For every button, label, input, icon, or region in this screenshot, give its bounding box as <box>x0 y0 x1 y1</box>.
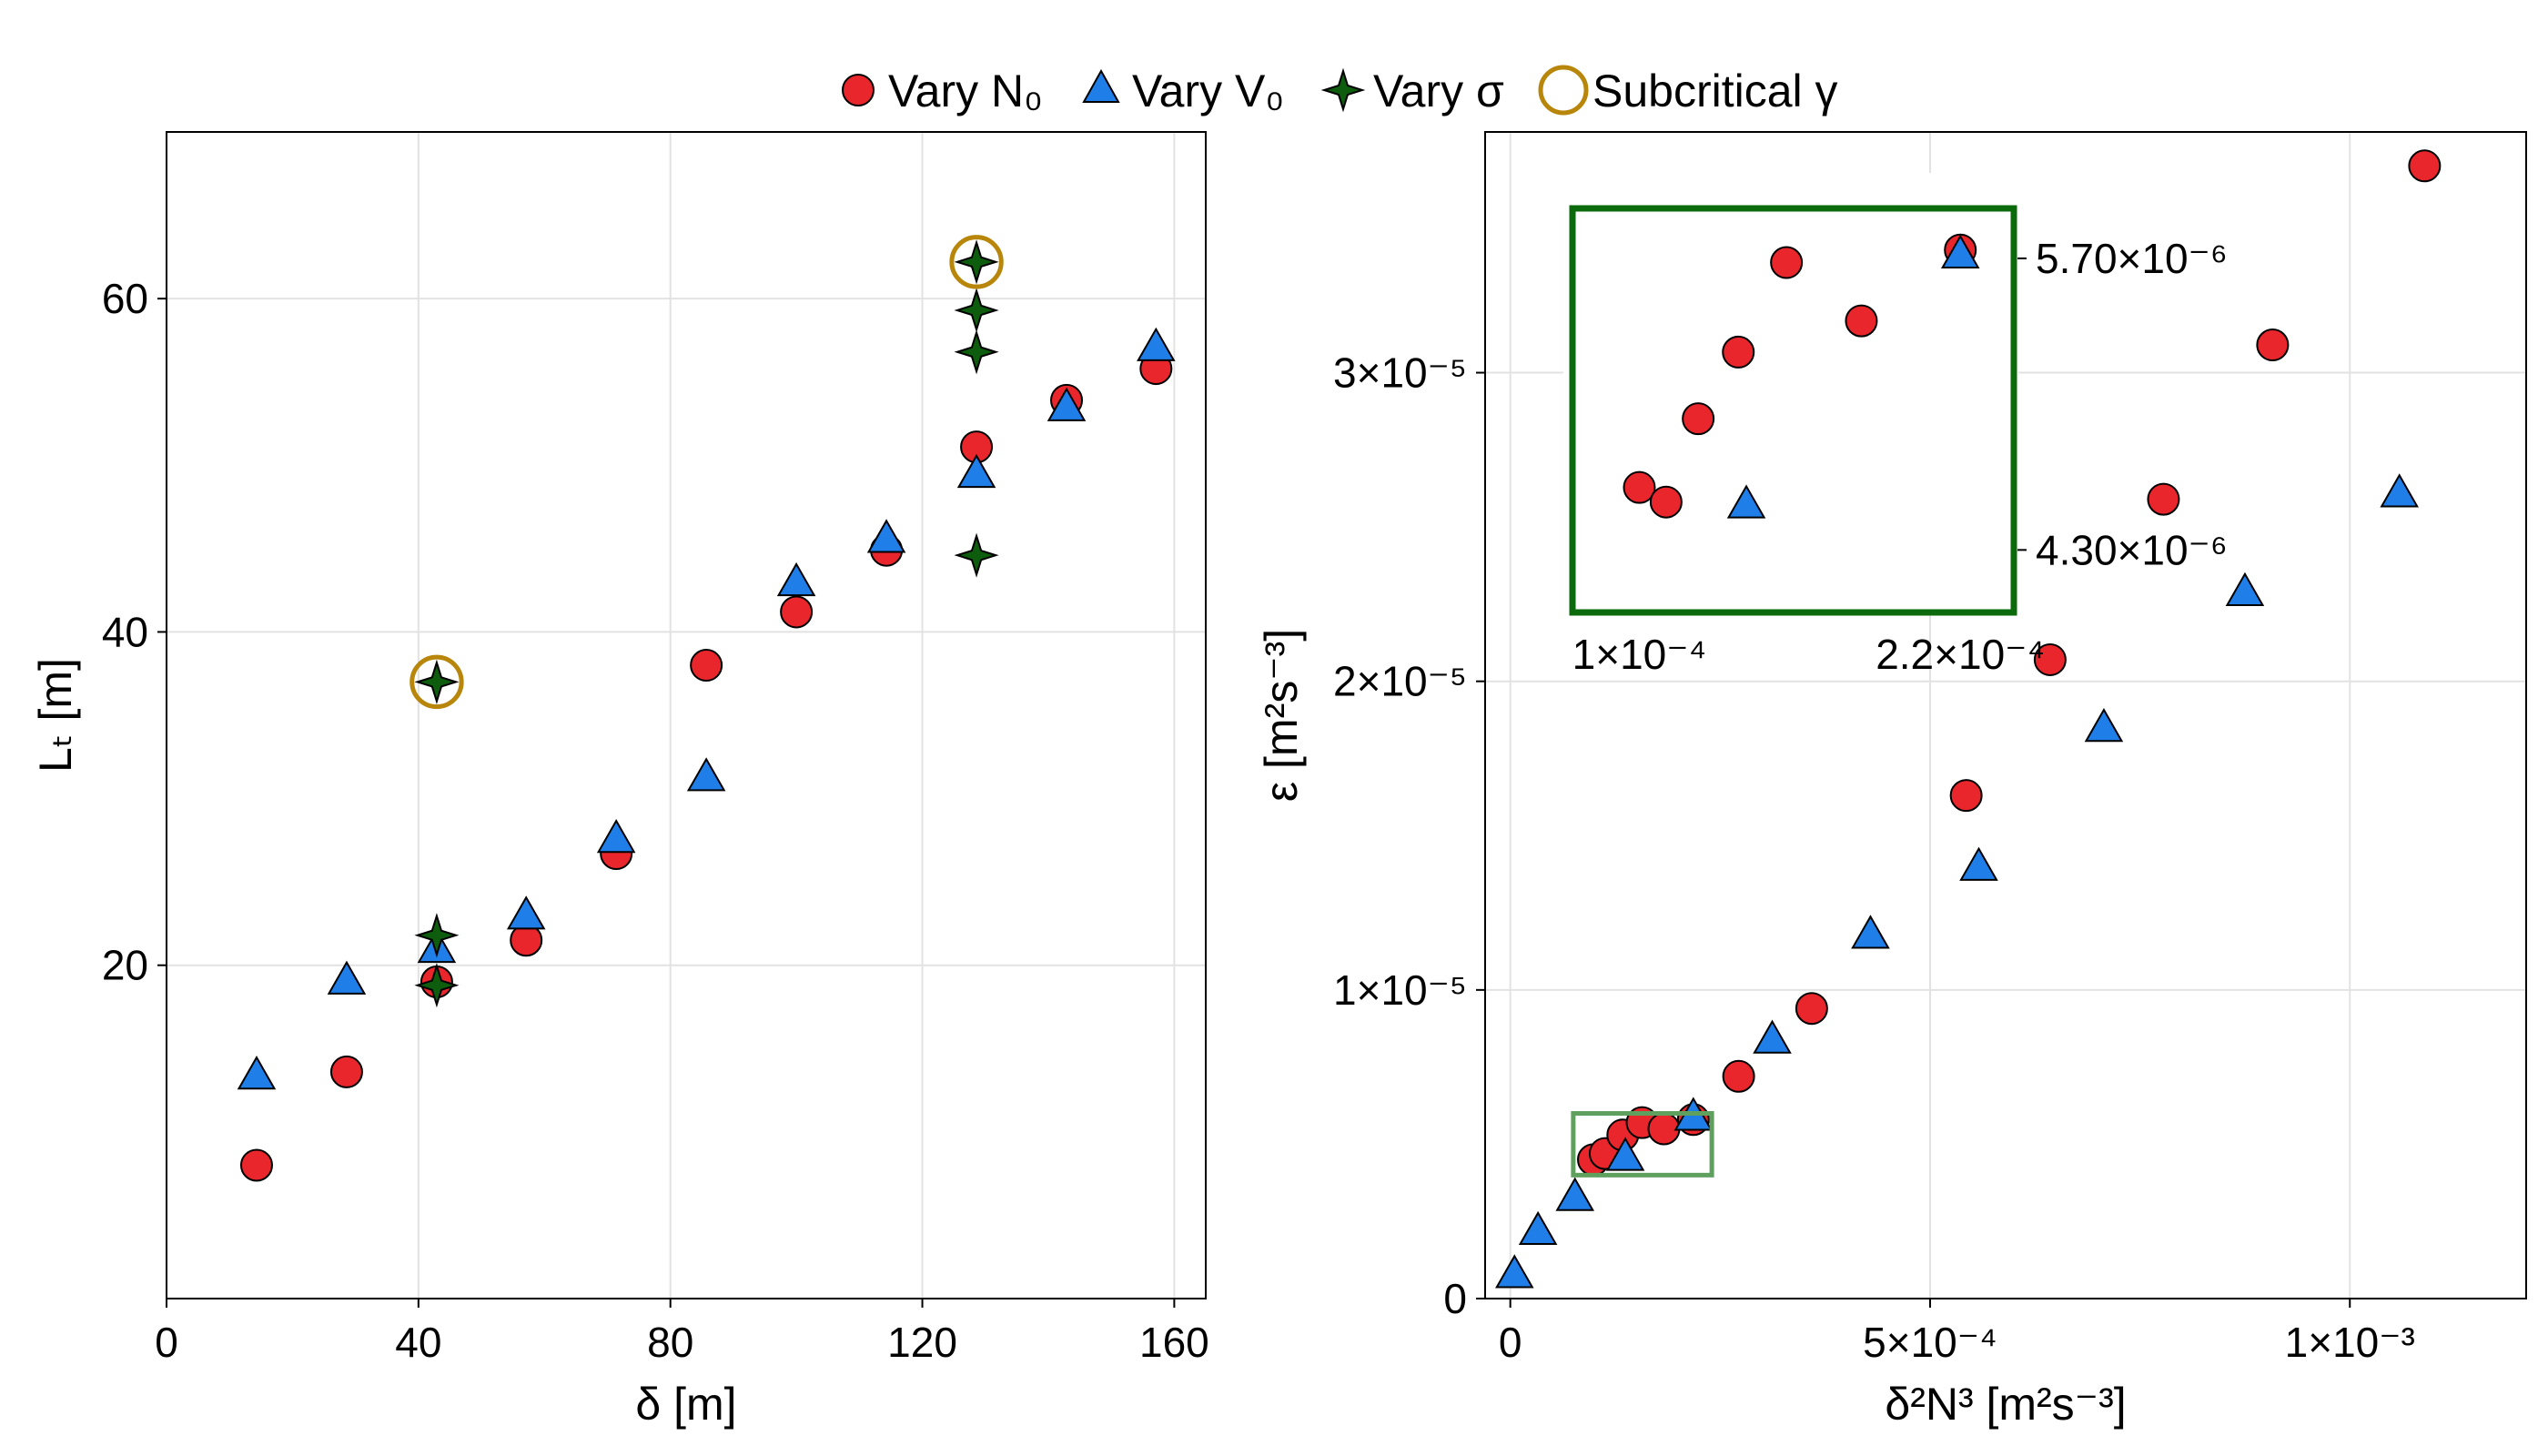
point-circle-vary-n- <box>780 595 814 629</box>
point-star4-vary- <box>414 913 460 958</box>
point-triangle-vary-v- <box>776 561 816 597</box>
left-tick-labels: 0 40 80 120 160 20 40 60 <box>102 275 1209 1366</box>
zoom-region-box <box>1571 1111 1714 1178</box>
legend-label-vary-v0: Vary V₀ <box>1132 66 1284 116</box>
y-tick-label: 1×10⁻⁵ <box>1333 966 1467 1014</box>
y-tick-label: 3×10⁻⁵ <box>1333 349 1467 397</box>
point-circle-vary-n- <box>239 1148 273 1182</box>
point-triangle-vary-v- <box>866 519 906 553</box>
point-triangle-vary-v- <box>1851 915 1890 949</box>
x-tick-label: 0 <box>1499 1319 1522 1366</box>
point-circle-vary-n- <box>1647 1112 1681 1146</box>
point-triangle-vary-v- <box>1495 1254 1534 1289</box>
point-triangle-vary-v- <box>327 960 367 995</box>
inset-y-tick-label: 5.70×10⁻⁶ <box>2036 235 2228 282</box>
point-circle-vary-n- <box>1795 992 1828 1026</box>
point-triangle-vary-v- <box>596 818 636 854</box>
point-triangle-vary-v- <box>1753 1019 1792 1054</box>
left-plot-frame <box>166 131 1207 1299</box>
x-tick-label: 120 <box>887 1319 957 1366</box>
legend-marker-subcritical <box>1538 65 1589 116</box>
inset-point-circle-vary-n- <box>1682 402 1715 436</box>
point-star4-vary- <box>954 288 999 333</box>
x-tick-label: 40 <box>395 1319 441 1366</box>
x-tick-label: 1×10⁻³ <box>2285 1319 2415 1366</box>
point-triangle-vary-v- <box>686 757 726 792</box>
point-circle-vary-n- <box>690 649 723 682</box>
point-star4-vary- <box>414 659 460 704</box>
point-triangle-vary-v- <box>237 1056 277 1090</box>
y-tick-label: 40 <box>102 608 148 655</box>
right-data-marks <box>1495 149 2442 1289</box>
left-gridlines <box>157 132 1206 1308</box>
y-tick-label: 60 <box>102 275 148 322</box>
point-triangle-vary-v- <box>2225 571 2265 607</box>
point-ring-subcritical- <box>949 235 1004 289</box>
inset-point-circle-vary-n- <box>1845 304 1878 338</box>
inset-point-circle-vary-n- <box>1770 246 1804 279</box>
legend-label-vary-sigma: Vary σ <box>1373 66 1504 116</box>
point-triangle-vary-v- <box>1555 1177 1594 1211</box>
legend-marker-vary-sigma <box>1320 67 1366 113</box>
inset-x-tick-label: 1×10⁻⁴ <box>1572 631 1707 678</box>
inset-point-triangle-vary-v- <box>1726 484 1766 519</box>
point-circle-vary-n- <box>1722 1059 1755 1093</box>
point-triangle-vary-v- <box>1046 387 1087 421</box>
legend-label-vary-n0: Vary N₀ <box>888 66 1043 116</box>
point-triangle-vary-v- <box>1959 846 1998 881</box>
right-x-axis-label: δ²N³ [m²s⁻³] <box>1885 1379 2126 1430</box>
inset: 1×10⁻⁴ 2.2×10⁻⁴ 4.30×10⁻⁶ 5.70×10⁻⁶ <box>1563 173 2228 678</box>
point-circle-vary-n- <box>2256 329 2290 362</box>
point-triangle-vary-v- <box>1137 327 1176 361</box>
legend-marker-vary-v0 <box>1082 68 1120 103</box>
point-circle-vary-n- <box>1949 779 1983 813</box>
right-panel: 0 5×10⁻⁴ 1×10⁻³ 0 1×10⁻⁵ 2×10⁻⁵ 3×10⁻⁵ δ²N³ [m… <box>1256 131 2527 1430</box>
left-x-axis-label: δ [m] <box>635 1379 736 1430</box>
point-triangle-vary-v- <box>1605 1137 1645 1171</box>
point-circle-vary-n- <box>329 1055 363 1088</box>
point-ring-subcritical- <box>410 654 464 710</box>
inset-point-circle-vary-n- <box>1649 485 1683 519</box>
left-panel: 0 40 80 120 160 20 40 60 δ [m] Lₜ [m] <box>30 131 1209 1430</box>
inset-point-triangle-vary-v- <box>1940 234 1980 269</box>
x-tick-label: 160 <box>1139 1319 1209 1366</box>
x-tick-label: 0 <box>155 1319 178 1366</box>
point-circle-vary-n- <box>2408 149 2442 183</box>
point-triangle-vary-v- <box>956 453 996 489</box>
inset-y-tick-label: 4.30×10⁻⁶ <box>2036 526 2228 573</box>
legend-label-subcritical: Subcritical γ <box>1592 66 1838 116</box>
legend-marker-vary-n0 <box>842 74 875 106</box>
right-plot-frame <box>1484 131 2527 1299</box>
inset-x-tick-label: 2.2×10⁻⁴ <box>1876 631 2045 678</box>
inset-point-circle-vary-n- <box>1623 470 1656 504</box>
point-star4-vary- <box>954 239 999 285</box>
legend: Vary N₀ Vary V₀ Vary σ Subcritical γ <box>842 65 1838 116</box>
point-star4-vary- <box>414 963 460 1008</box>
y-tick-label: 2×10⁻⁵ <box>1333 658 1467 705</box>
point-circle-vary-n- <box>2033 642 2067 676</box>
y-tick-label: 0 <box>1443 1275 1467 1322</box>
point-star4-vary- <box>954 329 999 375</box>
point-triangle-vary-v- <box>2084 708 2124 743</box>
left-y-axis-label: Lₜ [m] <box>30 658 81 773</box>
point-triangle-vary-v- <box>506 895 546 930</box>
x-tick-label: 5×10⁻⁴ <box>1863 1319 1997 1366</box>
y-tick-label: 20 <box>102 942 148 989</box>
point-triangle-vary-v- <box>2380 473 2419 508</box>
point-triangle-vary-v- <box>1518 1210 1558 1246</box>
point-circle-vary-n- <box>2147 482 2180 516</box>
left-data-marks <box>237 235 1176 1182</box>
inset-point-circle-vary-n- <box>1722 335 1755 369</box>
right-y-axis-label: ε [m²s⁻³] <box>1256 629 1307 802</box>
x-tick-label: 80 <box>647 1319 693 1366</box>
right-tick-labels: 0 5×10⁻⁴ 1×10⁻³ 0 1×10⁻⁵ 2×10⁻⁵ 3×10⁻⁵ <box>1333 349 2415 1366</box>
point-star4-vary- <box>954 532 999 578</box>
